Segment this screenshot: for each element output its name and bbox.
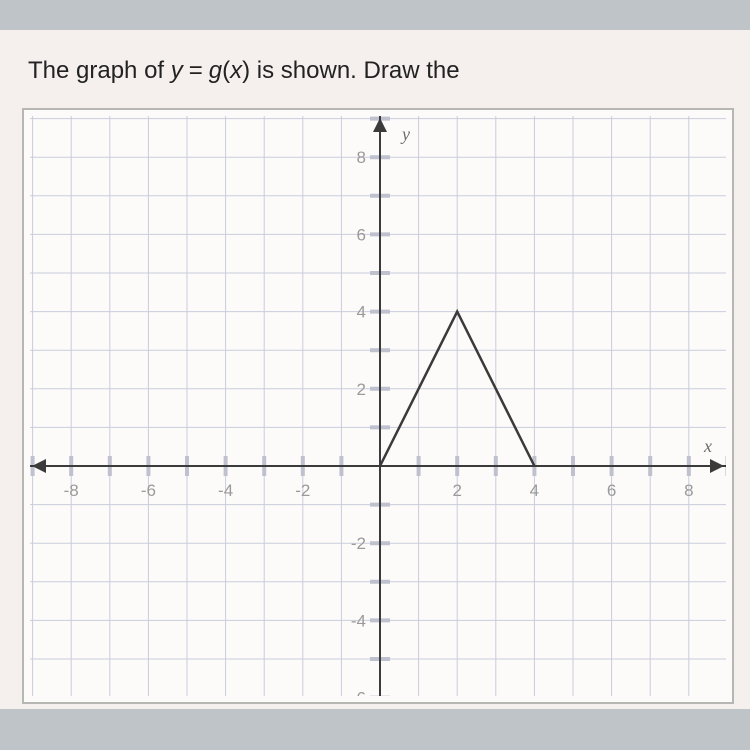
x-tick-label: -2 — [295, 481, 310, 500]
x-tick-label: 6 — [607, 481, 616, 500]
prompt-text: The graph of y=g(x) is shown. Draw the — [28, 54, 722, 88]
x-tick-label: -6 — [141, 481, 156, 500]
x-tick-label: -4 — [218, 481, 233, 500]
eq-close: ) — [242, 57, 250, 84]
x-tick-label: -8 — [64, 481, 79, 500]
coordinate-chart: -8 -6 -4 -2 2 4 6 8 2 4 6 8 -2 -4 -6 y x — [30, 116, 726, 696]
chart-container: -8 -6 -4 -2 2 4 6 8 2 4 6 8 -2 -4 -6 y x — [22, 108, 734, 704]
y-tick-label: -2 — [351, 534, 366, 553]
y-tick-label: -4 — [351, 611, 366, 630]
x-tick-label: 8 — [684, 481, 693, 500]
y-tick-label: 2 — [357, 379, 366, 398]
x-tick-label: 2 — [452, 481, 461, 500]
x-axis-label: x — [703, 436, 712, 456]
y-tick-label: 6 — [357, 225, 366, 244]
y-tick-label: 4 — [357, 302, 366, 321]
x-tick-label: 4 — [530, 481, 539, 500]
y-axis-label: y — [400, 124, 410, 144]
eq-y: y — [171, 57, 183, 84]
eq-g: g — [209, 57, 222, 84]
y-tick-label: -6 — [351, 688, 366, 695]
prompt-suffix: is shown. Draw the — [250, 57, 459, 84]
eq-open: ( — [222, 57, 230, 84]
eq-sign: = — [189, 57, 203, 84]
prompt-prefix: The graph of — [28, 57, 171, 84]
eq-x: x — [230, 57, 242, 84]
x-arrow-right — [710, 459, 724, 473]
y-tick-label: 8 — [357, 148, 366, 167]
